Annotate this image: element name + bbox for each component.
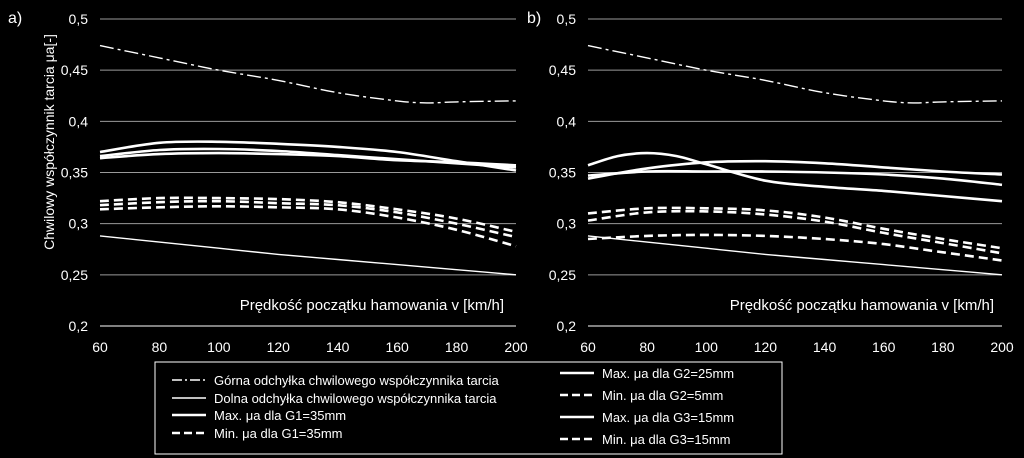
x-tick-label-b-4: 140 <box>813 339 837 355</box>
legend-label-2: Max. μa dla G1=35mm <box>214 408 346 423</box>
series-line-a-3 <box>99 147 517 169</box>
x-tick-label-b-6: 180 <box>931 339 955 355</box>
y-tick-label-a-5: 0,45 <box>61 62 88 78</box>
x-tick-label-a-3: 120 <box>267 339 291 355</box>
y-tick-label-a-4: 0,4 <box>69 113 89 129</box>
y-tick-label-a-1: 0,25 <box>61 267 88 283</box>
chart-panel-a: 0,2 0,25 0,3 0,35 0,4 0,45 0,5 60 80 100 120 140 160… <box>8 10 528 355</box>
chart-panel-b: 0,2 0,25 0,3 0,35 0,4 0,45 0,5 60 80 100 120 140 160… <box>527 10 1014 355</box>
x-tick-label-a-1: 80 <box>152 339 168 355</box>
legend-label-7: Min. μa dla G3=15mm <box>602 432 731 447</box>
series-line-b-7 <box>587 233 1003 262</box>
series-line-a-2 <box>99 140 517 172</box>
x-tick-label-a-0: 60 <box>92 339 108 355</box>
series-line-a-7 <box>99 204 517 248</box>
legend: Górna odchyłka chwilowego współczynnika … <box>154 361 783 455</box>
y-axis-title: Chwilowy współczynnik tarcia μa[-] <box>41 34 57 250</box>
series-line-b-1 <box>587 235 1003 276</box>
y-tick-label-b-3: 0,35 <box>549 165 576 181</box>
series-line-a-1 <box>99 235 517 276</box>
y-tick-label-b-5: 0,45 <box>549 62 576 78</box>
series-line-a-5 <box>99 196 517 234</box>
legend-label-5: Min. μa dla G2=5mm <box>602 388 723 403</box>
x-tick-label-b-0: 60 <box>580 339 596 355</box>
legend-label-0: Górna odchyłka chwilowego współczynnika … <box>214 373 499 388</box>
legend-box <box>154 361 783 455</box>
legend-label-1: Dolna odchyłka chwilowego współczynnika … <box>214 391 497 406</box>
y-tick-label-a-0: 0,2 <box>69 318 89 334</box>
legend-label-3: Min. μa dla G1=35mm <box>214 426 343 441</box>
x-axis-title-a: Prędkość początku hamowania v [km/h] <box>240 297 504 314</box>
series-line-b-3 <box>587 159 1003 180</box>
panel-label-a: a) <box>8 10 22 27</box>
x-tick-label-b-5: 160 <box>872 339 896 355</box>
series-line-a-0 <box>99 44 517 104</box>
y-tick-label-b-6: 0,5 <box>557 11 577 27</box>
series-line-b-6 <box>587 209 1003 255</box>
y-tick-label-a-2: 0,3 <box>69 216 89 232</box>
y-tick-label-b-1: 0,25 <box>549 267 576 283</box>
y-tick-label-a-3: 0,35 <box>61 165 88 181</box>
y-tick-label-b-4: 0,4 <box>557 113 577 129</box>
x-tick-label-a-4: 140 <box>326 339 350 355</box>
x-tick-label-b-3: 120 <box>754 339 778 355</box>
legend-label-4: Max. μa dla G2=25mm <box>602 366 734 381</box>
x-axis-title-b: Prędkość początku hamowania v [km/h] <box>730 297 994 314</box>
y-tick-label-b-2: 0,3 <box>557 216 577 232</box>
y-tick-label-b-0: 0,2 <box>557 318 577 334</box>
x-tick-label-a-6: 180 <box>445 339 469 355</box>
x-tick-label-a-5: 160 <box>385 339 409 355</box>
legend-label-6: Max. μa dla G3=15mm <box>602 410 734 425</box>
x-tick-label-b-7: 200 <box>990 339 1014 355</box>
y-tick-label-a-6: 0,5 <box>69 11 89 27</box>
series-line-a-4 <box>99 151 517 167</box>
x-tick-label-b-2: 100 <box>695 339 719 355</box>
series-line-b-4 <box>587 169 1003 187</box>
x-tick-label-b-1: 80 <box>639 339 655 355</box>
x-tick-label-a-2: 100 <box>207 339 231 355</box>
x-tick-label-a-7: 200 <box>504 339 528 355</box>
panel-label-b: b) <box>527 10 541 27</box>
series-line-b-5 <box>587 206 1003 250</box>
series-line-a-6 <box>99 199 517 239</box>
series-line-b-0 <box>587 44 1003 104</box>
